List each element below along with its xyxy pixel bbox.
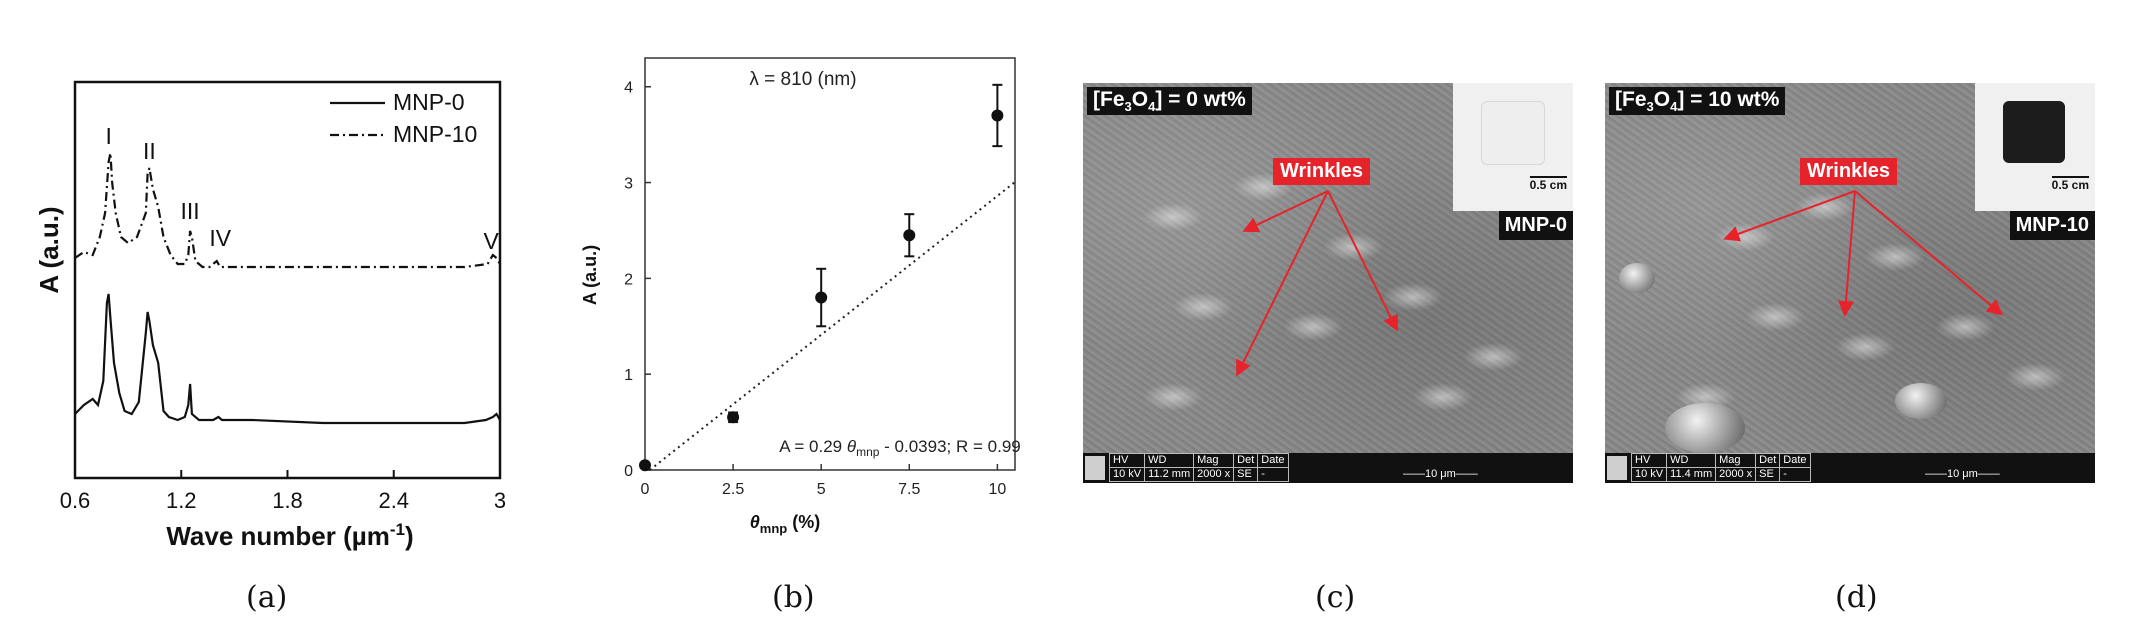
peak-label: V — [483, 228, 499, 254]
sample-photo-inset: 0.5 cm — [1975, 83, 2095, 211]
sem-databar: HV WD Mag Det Date 10 kV 11.2 mm 2000 x SE - ——1… — [1083, 453, 1573, 483]
databar-header: Mag — [1715, 453, 1757, 468]
caption-c: (c) — [1315, 580, 1356, 615]
data-point — [815, 291, 828, 304]
databar-value: SE — [1233, 467, 1259, 482]
x-tick-label: 1.2 — [166, 488, 197, 513]
x-tick-label: 5 — [817, 481, 826, 498]
sem-image-c: [Fe3O4] = 0 wt% Wrinkles 0.5 cm MNP-0 HV… — [1083, 83, 1573, 483]
databar-header: Det — [1755, 453, 1781, 468]
x-axis-label: θmnp (%) — [750, 512, 821, 536]
y-tick-label: 3 — [624, 176, 633, 193]
x-tick-label: 10 — [988, 481, 1006, 498]
panel-a: 0.6 1.2 1.8 2.4 3 MNP-0 MNP-10 I II III IV V A (a.u… — [0, 0, 530, 640]
sample-name: MNP-0 — [1498, 211, 1573, 240]
inset-scale-bar: 0.5 cm — [2051, 176, 2089, 192]
databar-header: HV — [1108, 453, 1146, 468]
sem-databar: HV WD Mag Det Date 10 kV 11.4 mm 2000 x SE - ——1… — [1605, 453, 2095, 483]
peak-label: I — [105, 123, 111, 149]
caption-a: (a) — [246, 580, 288, 615]
databar-header: Mag — [1193, 453, 1235, 468]
sample-photo-inset: 0.5 cm — [1453, 83, 1573, 211]
y-tick-label: 1 — [624, 367, 633, 384]
x-tick-label: 3 — [494, 488, 506, 513]
panel-b: 0 2.5 5 7.5 10 0 1 2 3 4 λ = 810 (nm) A (a.u.) θm… — [530, 0, 1050, 640]
data-point — [991, 109, 1004, 122]
databar-value: - — [1779, 467, 1811, 482]
wrinkle-arrows — [1723, 190, 2004, 317]
instrument-logo-icon — [1085, 456, 1105, 480]
absorbance-scatter-chart: 0 2.5 5 7.5 10 0 1 2 3 4 λ = 810 (nm) A (a.u.) θm… — [580, 57, 1021, 536]
x-tick-label: 2.5 — [722, 481, 744, 498]
panel-c: [Fe3O4] = 0 wt% Wrinkles 0.5 cm MNP-0 HV… — [1050, 0, 1595, 640]
data-point — [639, 459, 651, 472]
particle — [1619, 263, 1655, 293]
caption-d: (d) — [1835, 580, 1878, 615]
sem-scale-bar: ——10 μm—— — [1925, 468, 2000, 480]
databar-value: 2000 x — [1193, 467, 1235, 482]
databar-value: 11.2 mm — [1144, 467, 1195, 482]
databar-header: HV — [1630, 453, 1668, 468]
y-axis-label: A (a.u.) — [580, 245, 600, 305]
wrinkle-arrows — [1236, 190, 1398, 377]
y-tick-label: 4 — [624, 80, 633, 97]
x-tick-label: 1.8 — [272, 488, 303, 513]
peak-label: III — [181, 198, 200, 224]
databar-value: SE — [1755, 467, 1781, 482]
concentration-label: [Fe3O4] = 0 wt% — [1087, 87, 1252, 116]
databar-value: 10 kV — [1108, 467, 1146, 482]
x-tick-label: 0.6 — [60, 488, 91, 513]
instrument-logo-icon — [1607, 456, 1627, 480]
databar-value: - — [1257, 467, 1289, 482]
databar-header: Det — [1233, 453, 1259, 468]
plot-frame — [644, 57, 1016, 471]
databar-header: Date — [1779, 453, 1811, 468]
cube-sample — [1481, 101, 1545, 165]
x-tick-label: 0 — [641, 481, 650, 498]
peak-label: II — [143, 138, 156, 164]
legend-label: MNP-0 — [393, 89, 465, 115]
concentration-label: [Fe3O4] = 10 wt% — [1609, 87, 1786, 116]
fit-equation: A = 0.29 θmnp - 0.0393; R = 0.99 — [779, 437, 1020, 459]
databar-value: 2000 x — [1715, 467, 1757, 482]
caption-b: (b) — [772, 580, 815, 615]
sem-scale-bar: ——10 μm—— — [1403, 468, 1478, 480]
inset-scale-bar: 0.5 cm — [1529, 176, 1567, 192]
wrinkles-tag: Wrinkles — [1273, 158, 1370, 185]
sem-image-d: [Fe3O4] = 10 wt% Wrinkles 0.5 cm MNP-10 … — [1605, 83, 2095, 483]
particle — [1895, 383, 1947, 419]
databar-value: 11.4 mm — [1666, 467, 1717, 482]
cube-sample — [2003, 101, 2065, 163]
peak-label: IV — [209, 225, 231, 251]
fit-line — [649, 181, 1016, 471]
data-point — [727, 411, 740, 424]
wrinkles-tag: Wrinkles — [1800, 158, 1897, 185]
series-line-mnp-10 — [74, 152, 501, 269]
y-tick-label: 2 — [624, 271, 633, 288]
particle — [1665, 403, 1745, 453]
sample-name: MNP-10 — [2009, 211, 2095, 240]
y-tick-label: 0 — [624, 463, 633, 480]
x-axis-label: Wave number (µm-1) — [166, 520, 413, 551]
databar-value: 10 kV — [1630, 467, 1668, 482]
series-line-mnp-0 — [74, 293, 501, 425]
panel-d: [Fe3O4] = 10 wt% Wrinkles 0.5 cm MNP-10 … — [1595, 0, 2140, 640]
chart-title: λ = 810 (nm) — [749, 69, 856, 90]
data-point — [903, 229, 916, 242]
x-tick-label: 2.4 — [378, 488, 409, 513]
legend-label: MNP-10 — [393, 121, 477, 147]
x-tick-label: 7.5 — [898, 481, 920, 498]
databar-header: WD — [1666, 453, 1717, 468]
databar-header: WD — [1144, 453, 1195, 468]
databar-header: Date — [1257, 453, 1289, 468]
y-axis-label: A (a.u.) — [34, 206, 64, 293]
